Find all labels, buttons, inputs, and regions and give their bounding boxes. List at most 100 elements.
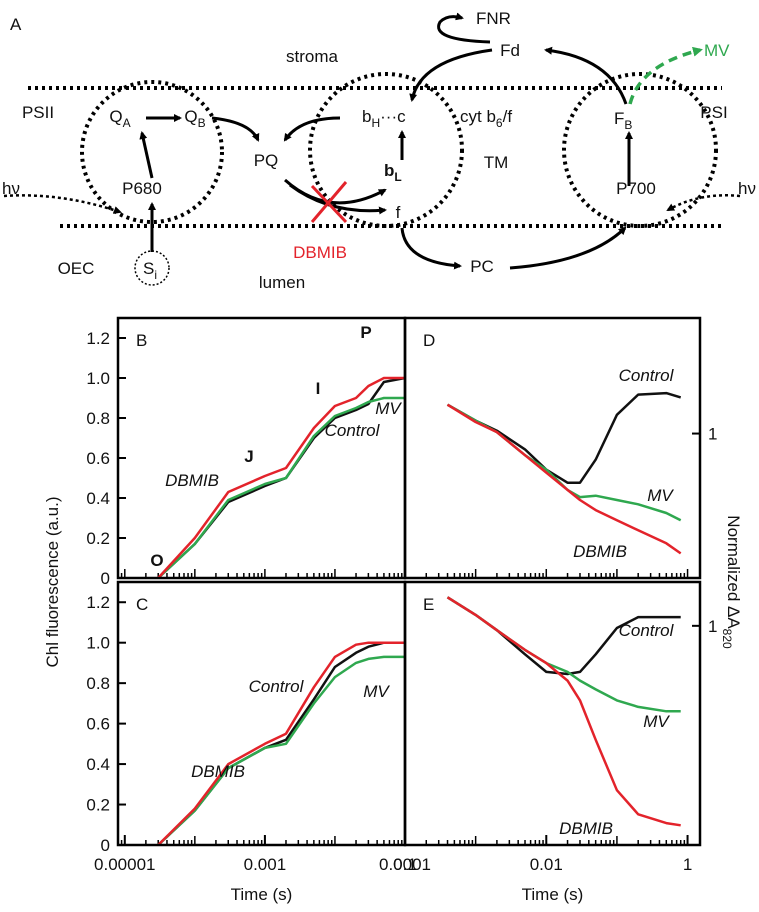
diagram-label-sub: i [154,268,157,282]
diagram-label-main: P680 [122,179,162,198]
series-line [157,376,405,579]
light-arrow [3,194,122,214]
plot-frame [403,316,702,580]
arrow [400,227,462,270]
x-tick-label: 0.00001 [94,855,155,874]
diagram-label: FNR [476,9,511,28]
diagram-label: MV [704,41,730,60]
diagram-label-main: PQ [254,151,279,170]
panel-letter: B [136,331,147,350]
diagram-label-main: P700 [616,179,656,198]
mv-arrow [628,46,703,105]
series-line [157,655,405,846]
y-axis-title: Normalized ΔA820 [720,515,743,649]
diagram-label-main: FNR [476,9,511,28]
series-line [446,403,682,555]
series-label: DBMIB [573,542,627,561]
x-tick-label: 0.0001 [379,855,431,874]
diagram-label-main: stroma [286,47,339,66]
diagram-label: DBMIB [293,243,347,262]
series-line [446,596,681,713]
light-arrow [666,194,741,212]
diagram-label-main: Q [109,107,122,126]
y-tick-label: 0.4 [86,489,110,508]
diagram-label-main: S [143,259,154,278]
y-tick-label: 0.6 [86,449,110,468]
diagram-label-sub: B [198,116,206,130]
x-axis-title: Time (s) [231,885,293,904]
diagram-label-main: b [362,107,371,126]
cyt-circle [308,72,464,228]
arrow [544,46,628,105]
y-tick-label: 0 [101,836,110,855]
y-axis-title-main: Normalized ΔA [724,515,743,629]
y-tick-label: 1 [708,617,717,636]
diagram-label: hν [2,179,20,198]
y-tick-label: 0.4 [86,755,110,774]
diagram-label: PSI [700,103,727,122]
y-tick-label: 1.2 [86,593,110,612]
plot-frame [116,316,407,580]
diagram-label-main: TM [484,153,509,172]
diagram-label: TM [484,153,509,172]
diagram-label-main: b [384,161,394,180]
x-tick-label: 0.001 [244,855,287,874]
arrow [211,116,260,142]
diagram-label-main: lumen [259,273,305,292]
diagram-label: P700 [616,179,656,198]
y-tick-label: 0.8 [86,674,110,693]
arrow [509,226,627,270]
diagram-label-main: OEC [58,259,95,278]
y-tick-label: 1 [708,425,717,444]
series-label: DBMIB [559,819,613,838]
phase-label: P [360,323,371,342]
arrow [289,183,387,215]
diagram-label-main: DBMIB [293,243,347,262]
diagram-label-main: PC [470,257,494,276]
phase-label: O [150,551,163,570]
diagram-label-main: hν [738,179,756,198]
series-label: MV [647,486,674,505]
series-label: Control [325,421,381,440]
block-mark [310,181,348,223]
diagram-label: f [396,203,401,222]
series-line [446,403,682,522]
diagram-label-main: MV [704,41,730,60]
diagram-label: OEC [58,259,95,278]
y-axis-title-sub: 820 [720,629,734,649]
series-label: Control [619,621,675,640]
arrow [283,116,341,142]
diagram-label: cyt b6/f [460,107,512,130]
diagram-label: FB [614,109,632,132]
series-label: MV [363,682,390,701]
panel-letter: C [136,595,148,614]
y-tick-label: 1.0 [86,634,110,653]
series-label: MV [375,399,402,418]
series-line [157,396,405,579]
diagram-label: PC [470,257,494,276]
plot-frame [403,580,702,847]
diagram-label: hν [738,179,756,198]
series-line [446,596,681,827]
series-line [446,391,682,484]
phase-label: J [244,447,253,466]
y-tick-label: 1.2 [86,329,110,348]
series-label: DBMIB [165,471,219,490]
diagram-label-main: PSI [700,103,727,122]
diagram-label-main: cyt b [460,107,496,126]
series-line [157,641,405,846]
diagram-label-main: hν [2,179,20,198]
diagram-label-main: PSII [22,103,54,122]
y-tick-label: 0 [101,569,110,588]
diagram-label: bH···c [362,107,406,130]
diagram-label: bL [384,161,402,184]
phase-label: I [316,379,321,398]
series-label: MV [643,712,670,731]
y-tick-label: 0.8 [86,409,110,428]
diagram-label: QA [109,107,130,130]
y-tick-label: 0.2 [86,796,110,815]
plot-frame [116,580,407,847]
diagram-label-sub: H [371,116,380,130]
x-axis-title: Time (s) [522,885,584,904]
